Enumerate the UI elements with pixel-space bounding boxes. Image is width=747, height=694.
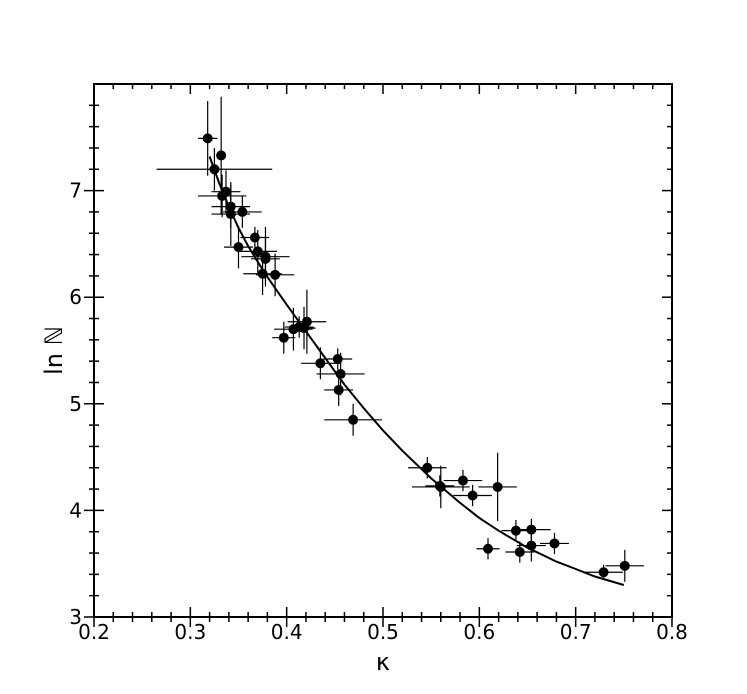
data-point bbox=[526, 540, 537, 551]
data-point bbox=[237, 206, 248, 217]
data-point bbox=[598, 567, 609, 578]
data-points bbox=[202, 133, 630, 578]
data-point bbox=[435, 481, 446, 492]
data-point bbox=[220, 186, 231, 197]
data-point bbox=[510, 525, 521, 536]
data-point bbox=[315, 358, 326, 369]
axis-ticks bbox=[84, 84, 673, 627]
data-point bbox=[233, 242, 244, 253]
data-point bbox=[332, 354, 343, 365]
data-point bbox=[492, 481, 503, 492]
data-point bbox=[260, 251, 271, 262]
plot-frame bbox=[93, 83, 673, 618]
data-point bbox=[514, 546, 525, 557]
data-point bbox=[301, 316, 312, 327]
y-tick-label: 5 bbox=[69, 392, 82, 416]
data-point bbox=[225, 201, 236, 212]
data-point bbox=[225, 209, 236, 220]
y-tick-label: 7 bbox=[69, 179, 82, 203]
x-tick-label: 0.3 bbox=[174, 620, 206, 644]
x-axis-label: κ bbox=[376, 648, 390, 676]
y-tick-label: 6 bbox=[69, 285, 82, 309]
data-point bbox=[619, 560, 630, 571]
data-point bbox=[257, 268, 268, 279]
data-point bbox=[457, 475, 468, 486]
error-bars bbox=[156, 96, 645, 582]
data-point bbox=[526, 524, 537, 535]
x-tick-label: 0.8 bbox=[656, 620, 688, 644]
data-point bbox=[348, 414, 359, 425]
data-point bbox=[249, 232, 260, 243]
x-tick-label: 0.6 bbox=[463, 620, 495, 644]
data-point bbox=[278, 332, 289, 343]
y-axis-label: ln ℕ bbox=[40, 326, 68, 375]
data-point bbox=[333, 384, 344, 395]
x-tick-label: 0.2 bbox=[78, 620, 110, 644]
data-point bbox=[252, 246, 263, 257]
y-tick-label: 4 bbox=[69, 498, 82, 522]
y-tick-label: 3 bbox=[69, 605, 82, 629]
data-point bbox=[202, 133, 213, 144]
data-point bbox=[422, 462, 433, 473]
data-point bbox=[209, 164, 220, 175]
x-tick-label: 0.4 bbox=[271, 620, 303, 644]
data-point bbox=[467, 490, 478, 501]
data-point bbox=[216, 150, 227, 161]
x-tick-label: 0.7 bbox=[560, 620, 592, 644]
data-point bbox=[335, 368, 346, 379]
fit-curve bbox=[208, 156, 625, 586]
data-point bbox=[549, 538, 560, 549]
tick-labels: 0.2 0.3 0.4 0.5 0.6 0.7 0.8 3 4 5 6 7 bbox=[69, 179, 688, 644]
data-point bbox=[483, 543, 494, 554]
data-point bbox=[270, 269, 281, 280]
x-tick-label: 0.5 bbox=[367, 620, 399, 644]
